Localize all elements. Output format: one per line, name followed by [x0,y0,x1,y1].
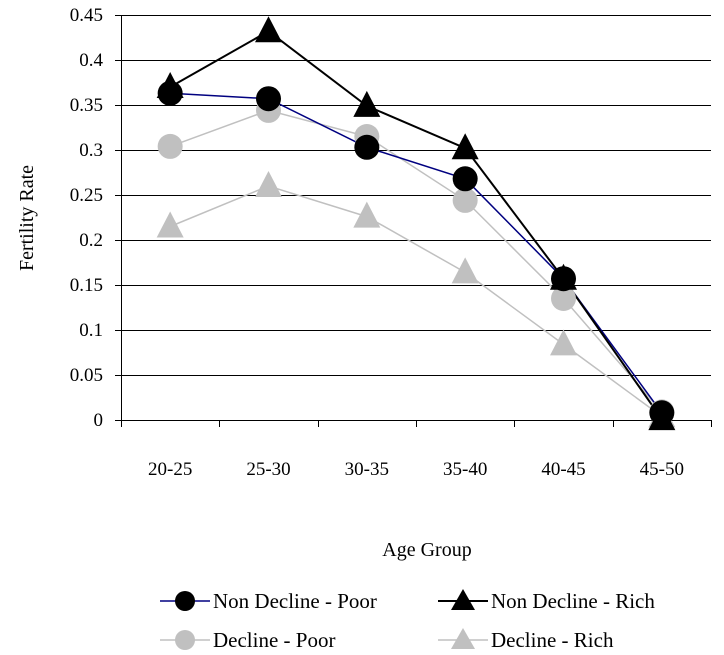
data-point [550,263,577,290]
y-tick-label: 0.35 [70,95,103,116]
data-point [451,257,479,284]
legend-label: Non Decline - Rich [491,589,655,613]
x-tick-label: 40-45 [541,459,585,480]
legend: Non Decline - Poor Non Decline - Rich Decl… [160,589,655,652]
x-tick-label: 25-30 [246,459,290,480]
legend-label: Decline - Rich [491,628,614,652]
data-point [156,211,184,238]
data-point [452,187,478,213]
y-tick-label: 0 [94,410,104,431]
legend-item: Decline - Rich [438,628,614,652]
series-line [169,185,663,418]
series-lines [169,30,663,420]
data-point [648,404,676,431]
x-tick-labels: 20-25 25-30 30-35 35-40 40-45 45-50 [148,459,684,480]
y-tick-label: 0.1 [79,320,103,341]
x-tick-label: 45-50 [640,459,684,480]
data-point [256,86,281,112]
legend-marker [175,591,195,611]
legend-marker [451,628,475,649]
series-line [169,30,663,420]
y-axis-title: Fertility Rate [16,165,38,271]
data-point [551,286,576,311]
series-markers [156,16,676,431]
legend-item: Non Decline - Rich [438,589,655,613]
y-tick-label: 0.45 [70,5,103,26]
x-tick-label: 30-35 [345,459,389,480]
legend-label: Decline - Poor [213,628,335,652]
y-tick-label: 0.3 [79,140,103,161]
data-point [452,166,478,192]
data-point [353,201,381,228]
legend-marker [175,630,195,650]
data-point [550,329,577,356]
x-axis-title: Age Group [382,539,471,561]
x-tick-label: 35-40 [443,459,487,480]
y-tick-label: 0.25 [70,185,103,206]
x-tick-label: 20-25 [148,459,192,480]
y-tick-label: 0.2 [79,230,103,251]
legend-label: Non Decline - Poor [213,589,377,613]
legend-item: Non Decline - Poor [160,589,377,613]
series-line [169,109,663,413]
data-point [157,133,183,159]
data-point [353,90,381,117]
legend-marker [451,589,475,610]
data-point [255,171,282,197]
data-point [255,16,282,43]
data-point [156,72,184,98]
series-line [170,92,663,414]
y-tick-labels: 0 0.05 0.1 0.15 0.2 0.25 0.3 0.35 0.4 0.45 [70,5,104,431]
legend-item: Decline - Poor [160,628,335,652]
axes [121,15,712,427]
gridlines [115,15,711,421]
data-point [354,134,380,160]
y-tick-label: 0.4 [79,50,103,71]
data-point [451,133,479,160]
y-tick-label: 0.15 [70,275,103,296]
y-tick-label: 0.05 [70,365,103,386]
